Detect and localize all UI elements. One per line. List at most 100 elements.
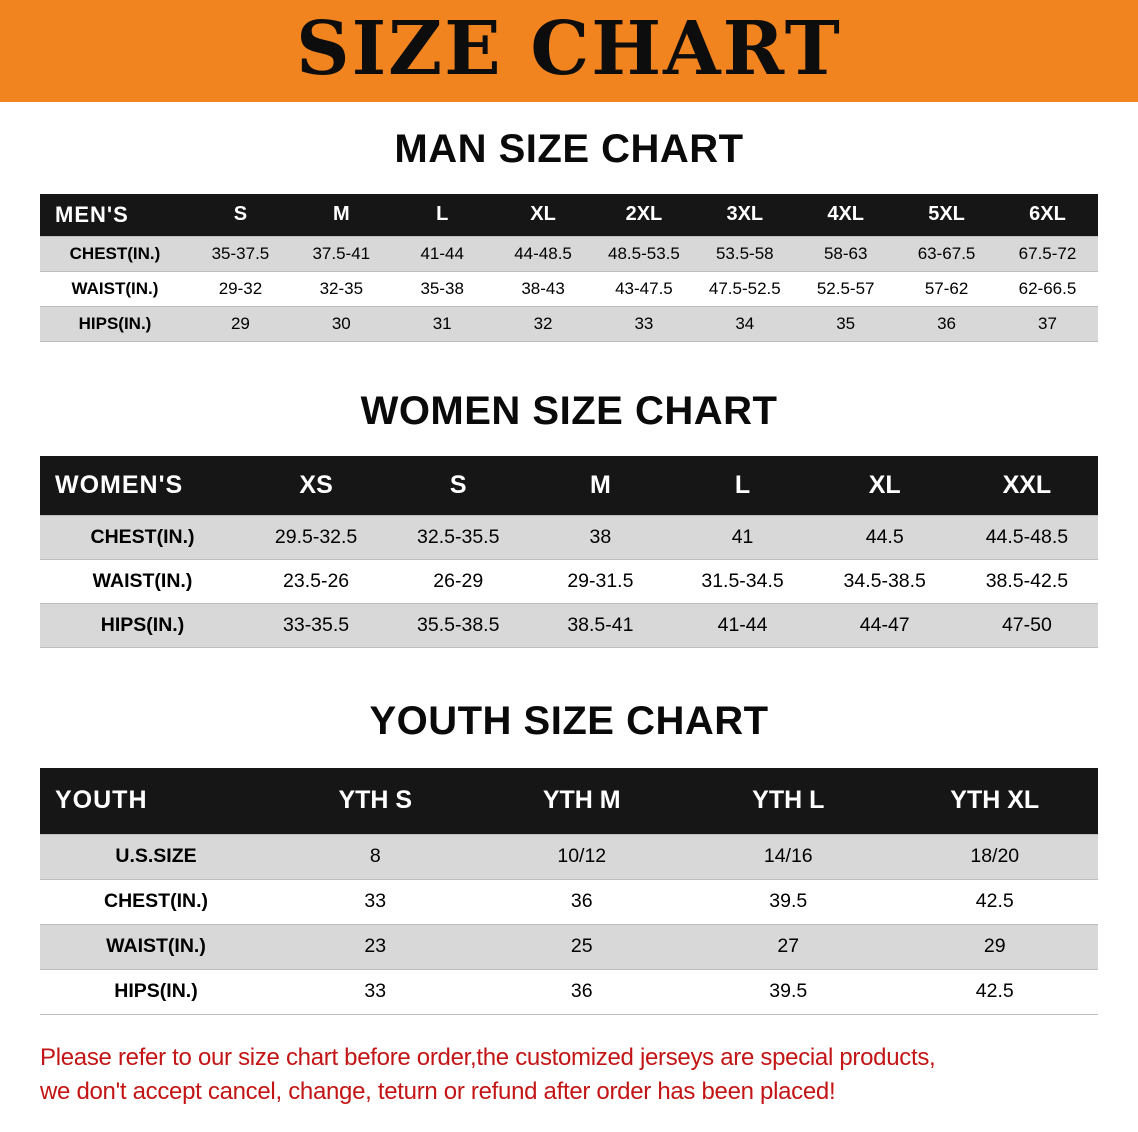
table-head: YOUTH YTH S YTH M YTH L YTH XL (40, 768, 1098, 834)
size-value: 26-29 (433, 570, 484, 592)
size-value: 37 (1038, 313, 1057, 333)
table-header-row: YOUTH YTH S YTH M YTH L YTH XL (40, 768, 1098, 834)
row-label: WAIST(IN.) (71, 278, 159, 298)
youth-size-table: YOUTH YTH S YTH M YTH L YTH XL U.S.SIZE 8 10/12… (40, 768, 1098, 1015)
size-value: 29.5-32.5 (274, 526, 358, 548)
size-value: 44.5 (865, 526, 904, 548)
size-value: 57-62 (924, 278, 969, 298)
size-value: 39.5 (769, 980, 808, 1002)
women-section-title: WOMEN SIZE CHART (360, 388, 778, 433)
size-value: 67.5-72 (1018, 243, 1077, 263)
size-column-header: YTH L (685, 768, 892, 834)
size-value: 23.5-26 (283, 570, 350, 592)
size-value: 32.5-35.5 (417, 526, 500, 548)
size-value: 43-47.5 (615, 278, 673, 298)
row-label: CHEST(IN.) (69, 243, 161, 263)
size-value: 18/20 (970, 845, 1020, 867)
size-value: 33-35.5 (283, 614, 350, 636)
size-value: 37.5-41 (312, 243, 371, 263)
size-value: 35.5-38.5 (417, 614, 500, 636)
size-value: 10/12 (557, 845, 607, 867)
size-value: 23 (364, 935, 387, 957)
women-size-table: WOMEN'S XS S M L XL XXL CHEST(IN.) 29.5-32.5 32.5… (40, 455, 1098, 649)
table-corner-label: WOMEN'S (40, 455, 245, 516)
size-value: 44-48.5 (514, 243, 572, 263)
size-column-header: YTH S (272, 768, 479, 834)
size-value: 41 (731, 526, 754, 548)
size-value: 44-47 (859, 614, 910, 636)
table-header-row: MEN'S S M L XL 2XL 3XL 4XL 5XL 6XL (40, 194, 1098, 236)
row-label: CHEST(IN.) (90, 526, 195, 548)
size-value: 32-35 (319, 278, 364, 298)
row-label: U.S.SIZE (115, 845, 197, 867)
men-size-section: MAN SIZE CHART MEN'S S M L XL 2XL 3XL 4XL 5XL 6XL… (0, 126, 1138, 342)
table-header-row: WOMEN'S XS S M L XL XXL (40, 455, 1098, 516)
size-column-header: XL (813, 455, 956, 516)
size-value: 36 (937, 313, 957, 333)
size-column-header: 4XL (795, 194, 897, 236)
size-value: 58-63 (823, 243, 868, 263)
page-title: SIZE CHART (296, 6, 842, 92)
table-row: HIPS(IN.) 33-35.5 35.5-38.5 38.5-41 41-44 44-… (40, 603, 1098, 648)
size-column-header: XXL (955, 455, 1098, 516)
size-column-header: YTH XL (891, 768, 1098, 834)
size-column-header: 5XL (896, 194, 997, 236)
size-column-header: L (391, 194, 493, 236)
size-value: 38 (589, 526, 612, 548)
size-column-header: 6XL (997, 194, 1098, 236)
size-value: 27 (777, 935, 800, 957)
size-value: 41-44 (420, 243, 464, 263)
table-row: HIPS(IN.) 29 30 31 32 33 34 35 36 37 (40, 306, 1098, 341)
size-value: 52.5-57 (816, 278, 875, 298)
size-value: 42.5 (975, 980, 1014, 1002)
table-body: U.S.SIZE 8 10/12 14/16 18/20 CHEST(IN.) 33 36 39… (40, 834, 1098, 1014)
men-size-table: MEN'S S M L XL 2XL 3XL 4XL 5XL 6XL CHEST(IN.) 35-37… (40, 194, 1098, 342)
disclaimer-note: Please refer to our size chart before or… (40, 1041, 1138, 1111)
size-column-header: M (290, 194, 392, 236)
table-row: WAIST(IN.) 23.5-26 26-29 29-31.5 31.5-34.5 34… (40, 559, 1098, 604)
disclaimer-line-1: Please refer to our size chart before or… (40, 1043, 936, 1071)
women-size-section: WOMEN SIZE CHART WOMEN'S XS S M L XL XXL CHEST(… (0, 388, 1138, 649)
size-chart-sections: MAN SIZE CHART MEN'S S M L XL 2XL 3XL 4XL 5XL 6XL… (0, 126, 1138, 1015)
table-row: WAIST(IN.) 23 25 27 29 (40, 924, 1098, 969)
size-column-header: 3XL (694, 194, 796, 236)
size-value: 30 (331, 313, 351, 333)
men-section-title: MAN SIZE CHART (394, 127, 744, 171)
table-corner-label: MEN'S (40, 194, 190, 236)
size-column-header: S (387, 455, 530, 516)
size-value: 8 (369, 845, 381, 867)
size-value: 29 (983, 935, 1006, 957)
table-head: WOMEN'S XS S M L XL XXL (40, 455, 1098, 516)
size-column-header: L (671, 455, 814, 516)
disclaimer-line-2: we don't accept cancel, change, teturn o… (40, 1078, 836, 1106)
size-value: 42.5 (975, 890, 1014, 912)
size-value: 34 (735, 313, 755, 333)
size-value: 14/16 (763, 845, 813, 867)
youth-size-section: YOUTH SIZE CHART YOUTH YTH S YTH M YTH L YTH… (0, 698, 1138, 1015)
table-row: CHEST(IN.) 33 36 39.5 42.5 (40, 879, 1098, 924)
table-row: CHEST(IN.) 35-37.5 37.5-41 41-44 44-48.5 48.5… (40, 236, 1098, 271)
table-row: WAIST(IN.) 29-32 32-35 35-38 38-43 43-47.5 47.… (40, 271, 1098, 306)
size-value: 29-31.5 (567, 570, 634, 592)
size-value: 35-38 (420, 278, 464, 298)
table-body: CHEST(IN.) 29.5-32.5 32.5-35.5 38 41 44.5 44.5… (40, 515, 1098, 648)
size-column-header: XS (245, 455, 388, 516)
size-value: 44.5-48.5 (985, 526, 1069, 548)
size-column-header: XL (492, 194, 594, 236)
row-label: CHEST(IN.) (104, 890, 208, 912)
size-value: 38.5-42.5 (985, 570, 1069, 592)
size-column-header: YTH M (478, 768, 685, 834)
size-value: 47-50 (1001, 614, 1052, 636)
size-value: 33 (634, 313, 654, 333)
size-value: 38.5-41 (567, 614, 634, 636)
size-value: 34.5-38.5 (843, 570, 926, 592)
size-value: 29-32 (218, 278, 263, 298)
size-value: 31 (432, 313, 452, 333)
size-value: 33 (364, 890, 387, 912)
size-value: 31.5-34.5 (701, 570, 784, 592)
size-value: 36 (570, 980, 593, 1002)
size-value: 35 (836, 313, 856, 333)
table-head: MEN'S S M L XL 2XL 3XL 4XL 5XL 6XL (40, 194, 1098, 236)
size-value: 33 (364, 980, 387, 1002)
